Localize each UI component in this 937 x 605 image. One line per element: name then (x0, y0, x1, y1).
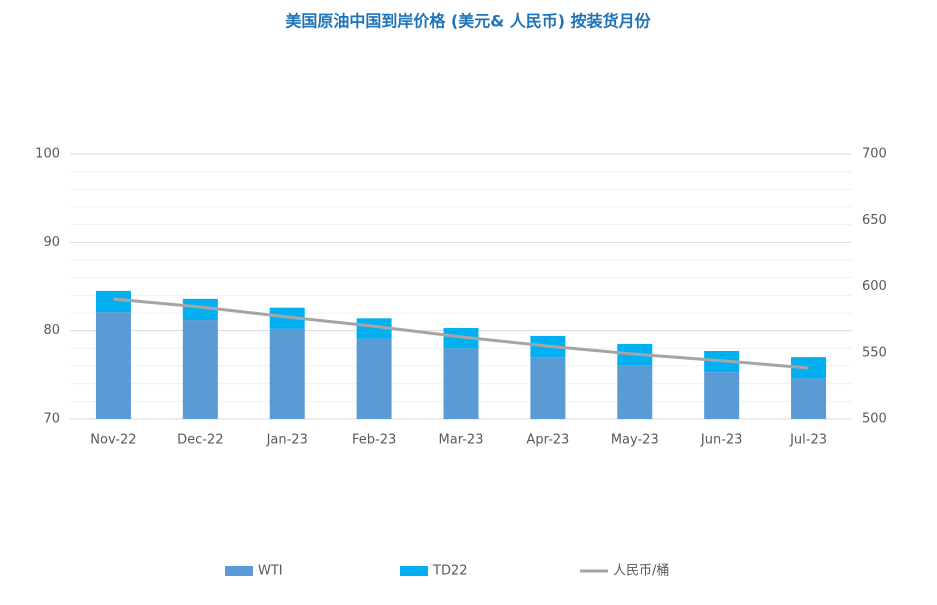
bar-segment (182, 298, 218, 321)
legend-swatch (400, 566, 428, 576)
x-tick-label: Feb-23 (352, 433, 396, 448)
bar-segment (95, 290, 131, 313)
y2-tick-label: 550 (862, 345, 887, 360)
x-tick-label: Mar-23 (439, 433, 484, 448)
legend-swatch (225, 566, 253, 576)
y-tick-label: 90 (43, 235, 60, 250)
bar-segment (443, 348, 479, 419)
y-tick-label: 80 (43, 323, 60, 338)
x-tick-label: Dec-22 (177, 433, 223, 448)
chart-title: 美国原油中国到岸价格 (美元& 人民币) 按装货月份 (285, 12, 651, 31)
y2-tick-label: 650 (862, 213, 887, 228)
bar-segment (356, 338, 392, 419)
bar-segment (530, 357, 566, 419)
y-tick-label: 70 (43, 412, 60, 427)
x-tick-label: Jan-23 (266, 433, 308, 448)
x-tick-label: Apr-23 (526, 433, 569, 448)
x-tick-label: Nov-22 (90, 433, 136, 448)
bar-segment (617, 365, 653, 419)
y2-tick-label: 500 (862, 412, 887, 427)
bar-segment (791, 378, 827, 419)
legend-label: TD22 (432, 564, 468, 579)
x-tick-label: Jul-23 (789, 433, 827, 448)
legend-label: 人民币/桶 (613, 564, 669, 579)
y-tick-label: 100 (35, 147, 60, 162)
y2-tick-label: 600 (862, 279, 887, 294)
line-series (113, 297, 809, 370)
bar-segment (95, 312, 131, 419)
bar-segment (356, 318, 392, 339)
y2-tick-label: 700 (862, 147, 887, 162)
bar-segment (704, 372, 740, 419)
x-tick-label: May-23 (611, 433, 659, 448)
bar-segment (269, 328, 305, 419)
legend-label: WTI (258, 564, 283, 579)
x-tick-label: Jun-23 (700, 433, 743, 448)
bar-segment (182, 320, 218, 419)
